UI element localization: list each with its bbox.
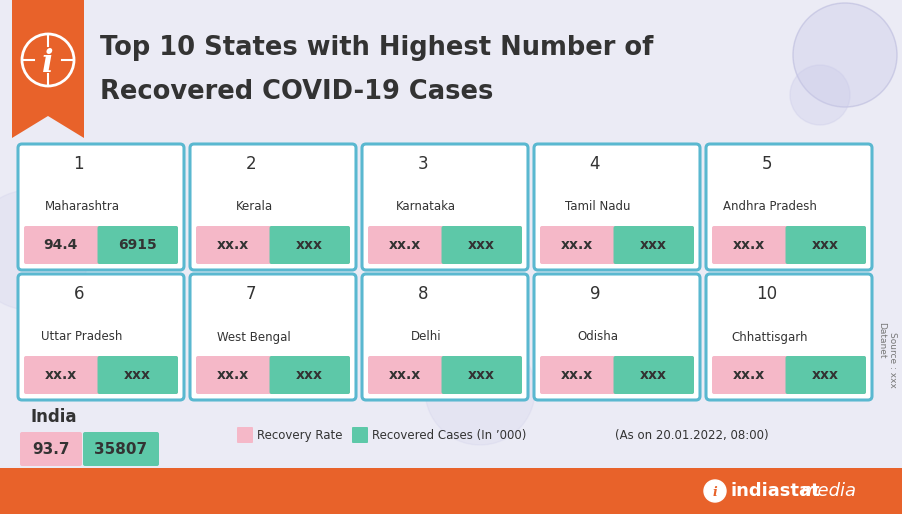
- FancyBboxPatch shape: [18, 274, 184, 400]
- Text: Delhi: Delhi: [410, 331, 441, 343]
- Text: 6: 6: [74, 285, 84, 303]
- Text: India: India: [30, 408, 77, 426]
- FancyBboxPatch shape: [18, 144, 184, 270]
- Text: Karnataka: Karnataka: [396, 200, 456, 213]
- FancyBboxPatch shape: [441, 356, 522, 394]
- FancyBboxPatch shape: [97, 226, 178, 264]
- FancyBboxPatch shape: [613, 226, 694, 264]
- Text: Recovered Cases (In ’000): Recovered Cases (In ’000): [372, 429, 527, 442]
- Text: xxx: xxx: [296, 238, 323, 252]
- FancyBboxPatch shape: [441, 226, 522, 264]
- Text: xxx: xxx: [296, 368, 323, 382]
- FancyBboxPatch shape: [196, 356, 350, 394]
- FancyBboxPatch shape: [368, 226, 522, 264]
- Text: 10: 10: [756, 285, 778, 303]
- FancyBboxPatch shape: [190, 144, 356, 270]
- Bar: [0, 468, 902, 514]
- Text: xxx: xxx: [640, 368, 667, 382]
- Text: Recovered COVID-19 Cases: Recovered COVID-19 Cases: [100, 79, 493, 105]
- FancyBboxPatch shape: [712, 356, 866, 394]
- FancyBboxPatch shape: [270, 226, 350, 264]
- Text: xxx: xxx: [640, 238, 667, 252]
- FancyBboxPatch shape: [20, 432, 82, 466]
- Text: xxx: xxx: [813, 238, 839, 252]
- Text: xx.x: xx.x: [216, 368, 249, 382]
- Text: xxx: xxx: [813, 368, 839, 382]
- Text: 2: 2: [245, 155, 256, 173]
- FancyBboxPatch shape: [534, 274, 700, 400]
- Text: Odisha: Odisha: [577, 331, 619, 343]
- Circle shape: [790, 65, 850, 125]
- FancyBboxPatch shape: [540, 356, 694, 394]
- Text: 3: 3: [418, 155, 428, 173]
- Text: 4: 4: [590, 155, 600, 173]
- Circle shape: [793, 3, 897, 107]
- Text: Maharashtra: Maharashtra: [44, 200, 120, 213]
- Text: Uttar Pradesh: Uttar Pradesh: [41, 331, 123, 343]
- FancyBboxPatch shape: [706, 144, 872, 270]
- Text: xxx: xxx: [124, 368, 152, 382]
- FancyBboxPatch shape: [24, 226, 178, 264]
- FancyBboxPatch shape: [237, 427, 253, 443]
- FancyBboxPatch shape: [712, 226, 866, 264]
- Text: Kerala: Kerala: [235, 200, 272, 213]
- Text: indiastat: indiastat: [730, 482, 820, 500]
- Text: Top 10 States with Highest Number of: Top 10 States with Highest Number of: [100, 35, 653, 61]
- FancyBboxPatch shape: [270, 356, 350, 394]
- FancyBboxPatch shape: [786, 226, 866, 264]
- Polygon shape: [12, 116, 84, 138]
- Bar: [12, 0, 84, 138]
- FancyBboxPatch shape: [368, 356, 522, 394]
- FancyBboxPatch shape: [352, 427, 368, 443]
- FancyBboxPatch shape: [534, 144, 700, 270]
- Text: (As on 20.01.2022, 08:00): (As on 20.01.2022, 08:00): [615, 429, 769, 442]
- FancyBboxPatch shape: [786, 356, 866, 394]
- Text: xx.x: xx.x: [44, 368, 77, 382]
- Text: Source : xxx: Source : xxx: [888, 332, 897, 388]
- Text: West Bengal: West Bengal: [217, 331, 291, 343]
- Text: Andhra Pradesh: Andhra Pradesh: [723, 200, 817, 213]
- Text: xx.x: xx.x: [389, 238, 421, 252]
- FancyBboxPatch shape: [196, 226, 350, 264]
- Text: media: media: [800, 482, 856, 500]
- Text: xx.x: xx.x: [732, 238, 765, 252]
- Text: Datanet: Datanet: [878, 322, 887, 358]
- Text: 8: 8: [418, 285, 428, 303]
- FancyBboxPatch shape: [362, 144, 528, 270]
- Text: i: i: [713, 486, 717, 499]
- FancyBboxPatch shape: [706, 274, 872, 400]
- FancyBboxPatch shape: [190, 274, 356, 400]
- Text: 35807: 35807: [95, 442, 148, 456]
- Text: i: i: [42, 47, 54, 79]
- FancyBboxPatch shape: [613, 356, 694, 394]
- Text: xx.x: xx.x: [561, 368, 593, 382]
- Text: 94.4: 94.4: [43, 238, 78, 252]
- Text: Tamil Nadu: Tamil Nadu: [566, 200, 630, 213]
- Text: xxx: xxx: [468, 238, 495, 252]
- Text: Chhattisgarh: Chhattisgarh: [732, 331, 808, 343]
- Circle shape: [704, 480, 726, 502]
- FancyBboxPatch shape: [540, 226, 694, 264]
- Text: 5: 5: [761, 155, 772, 173]
- Text: xx.x: xx.x: [561, 238, 593, 252]
- Text: 9: 9: [590, 285, 600, 303]
- Text: xx.x: xx.x: [389, 368, 421, 382]
- Text: xx.x: xx.x: [732, 368, 765, 382]
- Circle shape: [0, 190, 90, 310]
- FancyBboxPatch shape: [362, 274, 528, 400]
- FancyBboxPatch shape: [24, 356, 178, 394]
- Text: 6915: 6915: [118, 238, 157, 252]
- FancyBboxPatch shape: [97, 356, 178, 394]
- Text: xxx: xxx: [468, 368, 495, 382]
- Circle shape: [425, 335, 535, 445]
- Text: Recovery Rate: Recovery Rate: [257, 429, 343, 442]
- Text: xx.x: xx.x: [216, 238, 249, 252]
- Text: 7: 7: [245, 285, 256, 303]
- Text: 1: 1: [74, 155, 84, 173]
- FancyBboxPatch shape: [83, 432, 159, 466]
- Text: 93.7: 93.7: [32, 442, 69, 456]
